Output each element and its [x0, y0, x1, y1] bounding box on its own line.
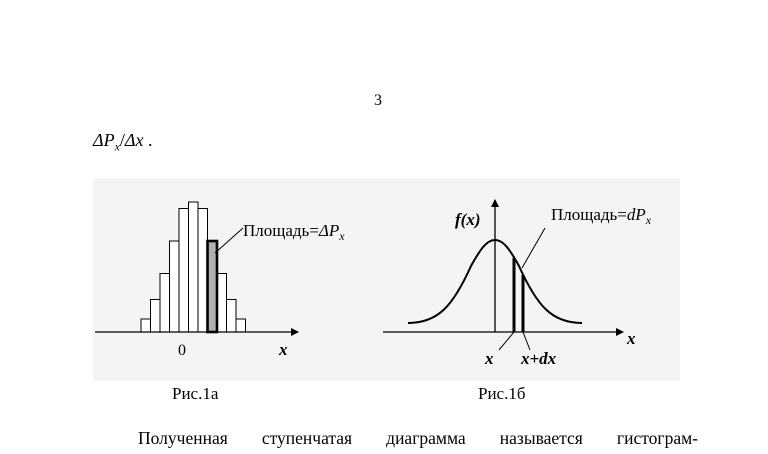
histogram-bar	[235, 318, 246, 333]
figure-b-x-label: x	[626, 329, 636, 348]
histogram-bar	[216, 273, 227, 333]
body-paragraph: Полученная ступенчатая диаграмма называе…	[138, 428, 698, 448]
histogram-bar	[226, 299, 237, 333]
formula-line: ΔPx/Δx .	[93, 130, 152, 155]
gaussian-curve	[407, 238, 583, 324]
histogram-bar	[150, 299, 161, 333]
figure-a-pointer-line	[214, 227, 244, 254]
formula-period: .	[143, 130, 153, 150]
formula-numerator: ΔP	[93, 130, 115, 150]
figure-panel: Площадь=ΔPx 0 x f(x) Площадь=dPx x x+dx …	[93, 178, 680, 381]
figure-b-pointer-line	[521, 227, 546, 269]
figure-a-zero-label: 0	[178, 342, 186, 359]
histogram-bar	[140, 318, 151, 333]
figure-a-caption: Рис.1а	[172, 384, 219, 403]
formula-slash: /	[119, 130, 125, 150]
histogram-bar	[197, 208, 208, 333]
page-number: 3	[374, 92, 382, 109]
histogram-bar-highlighted	[206, 239, 219, 334]
figure-b-caption: Рис.1б	[478, 384, 526, 403]
figure-b-area-label: Площадь=dPx	[551, 205, 652, 227]
histogram-bar	[178, 208, 189, 333]
histogram-bars	[140, 201, 246, 334]
histogram-bar	[169, 240, 180, 333]
figure-b: f(x) Площадь=dPx x x+dx x	[383, 199, 652, 368]
figure-a-x-label: x	[278, 340, 288, 359]
figure-b-tick-xdx: x+dx	[520, 349, 557, 368]
formula-numerator-subscript: x	[114, 139, 120, 154]
figure-a-area-label: Площадь=ΔPx	[243, 221, 345, 243]
tick-x-line	[498, 331, 515, 351]
figure-b-tick-x: x	[484, 349, 494, 368]
histogram-bar	[188, 201, 199, 333]
tick-xdx-line	[522, 331, 531, 351]
figure-a: Площадь=ΔPx 0 x	[95, 201, 345, 359]
histogram-bar	[159, 273, 170, 333]
figure-b-fx-label: f(x)	[455, 210, 480, 229]
formula-denominator: Δx	[124, 130, 144, 150]
figure-svg: Площадь=ΔPx 0 x f(x) Площадь=dPx x x+dx …	[95, 199, 652, 368]
